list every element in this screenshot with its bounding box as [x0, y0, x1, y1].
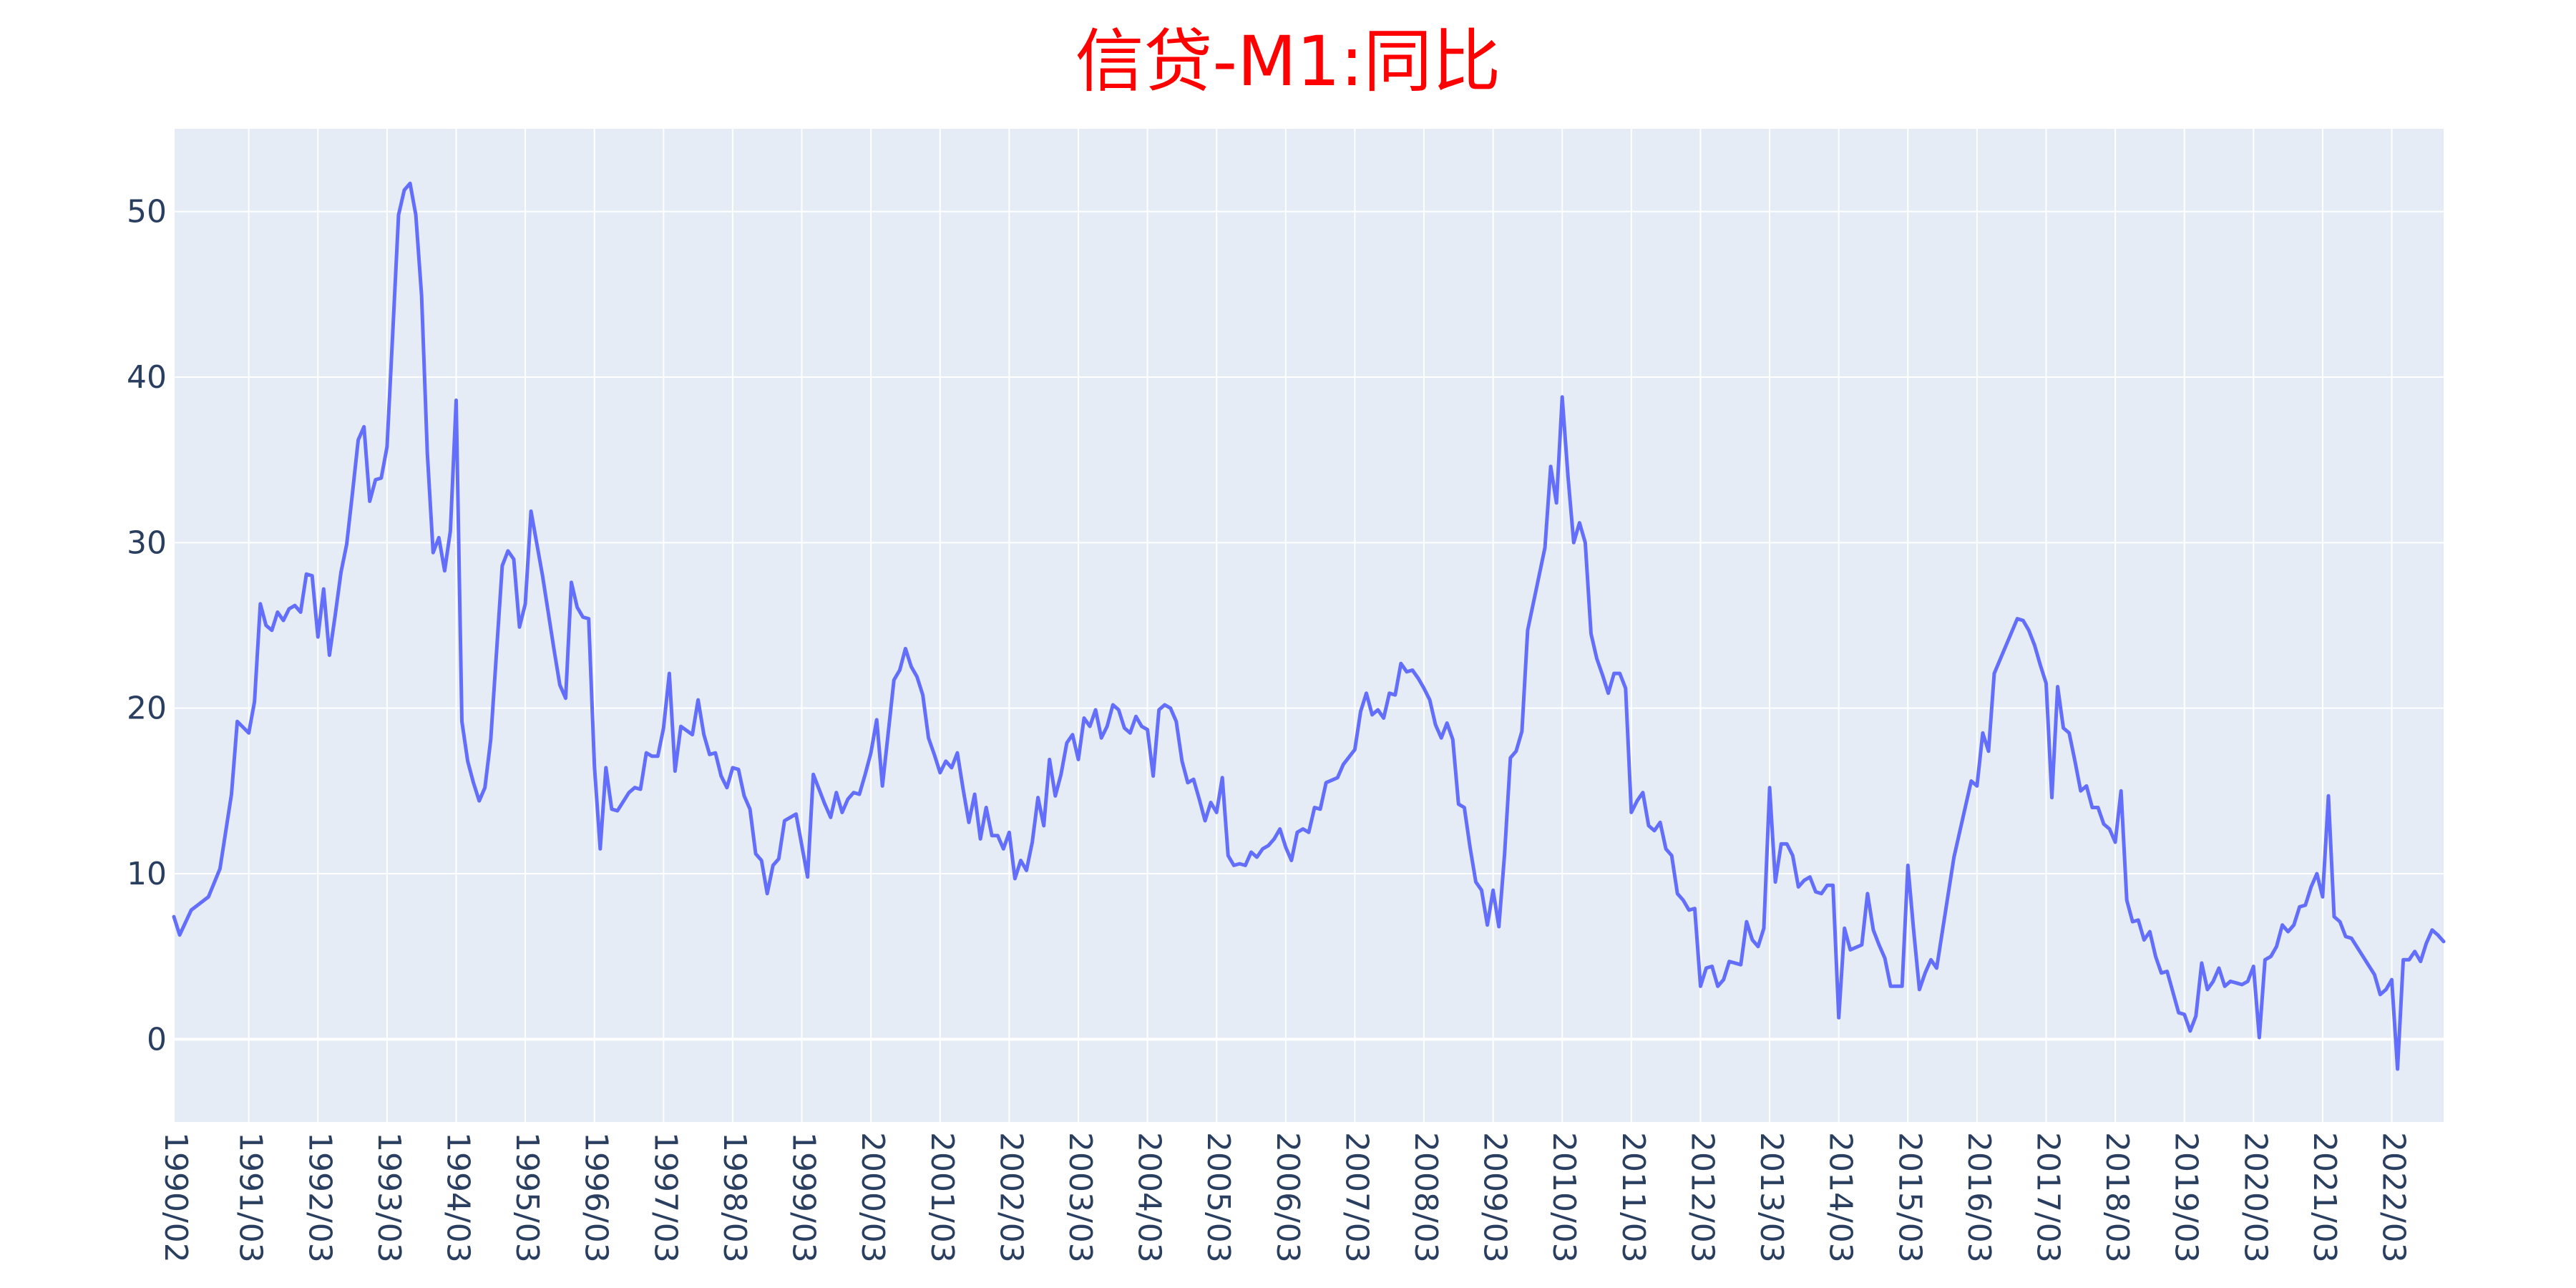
x-tick-label: 2008/03: [1407, 1132, 1444, 1263]
x-tick-label: 2005/03: [1200, 1132, 1236, 1263]
x-tick-label: 1994/03: [439, 1132, 476, 1263]
plot-area: [174, 129, 2444, 1122]
x-tick-label: 1995/03: [509, 1132, 545, 1263]
x-tick-label: 1997/03: [647, 1132, 683, 1263]
x-tick-label: 1996/03: [578, 1132, 615, 1263]
x-tick-label: 2003/03: [1062, 1132, 1098, 1263]
x-tick-label: 1999/03: [786, 1132, 822, 1263]
y-tick-label: 50: [127, 194, 167, 230]
x-tick-label: 2000/03: [854, 1132, 891, 1263]
x-tick-label: 2010/03: [1546, 1132, 1582, 1263]
x-tick-label: 2016/03: [1961, 1132, 1997, 1263]
grid: [173, 129, 2444, 1122]
x-tick-label: 2013/03: [1753, 1132, 1790, 1263]
x-tick-label: 1998/03: [716, 1132, 753, 1263]
x-tick-label: 2021/03: [2306, 1132, 2343, 1263]
x-tick-label: 2014/03: [1823, 1132, 1859, 1263]
chart-title: 信贷-M1:同比: [1075, 21, 1501, 102]
x-tick-label: 1991/03: [233, 1132, 269, 1263]
x-tick-label: 2007/03: [1338, 1132, 1375, 1263]
x-tick-label: 1992/03: [301, 1132, 338, 1263]
x-tick-label: 2006/03: [1269, 1132, 1306, 1263]
x-tick-label: 2017/03: [2029, 1132, 2066, 1263]
y-tick-label: 40: [127, 359, 167, 396]
x-tick-label: 2009/03: [1477, 1132, 1513, 1263]
x-tick-label: 2012/03: [1684, 1132, 1720, 1263]
y-tick-label: 10: [127, 856, 167, 892]
x-tick-label: 2011/03: [1615, 1132, 1652, 1263]
x-tick-label: 2020/03: [2237, 1132, 2273, 1263]
y-tick-label: 30: [127, 525, 167, 561]
x-tick-label: 2015/03: [1891, 1132, 1928, 1263]
x-tick-label: 2019/03: [2168, 1132, 2205, 1263]
x-tick-label: 2002/03: [992, 1132, 1029, 1263]
x-tick-label: 2018/03: [2099, 1132, 2135, 1263]
series-layer: [172, 181, 2446, 1071]
x-tick-label: 2022/03: [2376, 1132, 2412, 1263]
x-tick-label: 2001/03: [924, 1132, 960, 1263]
y-tick-label: 20: [127, 691, 167, 727]
x-tick-label: 1990/02: [157, 1132, 194, 1263]
y-tick-label: 0: [147, 1021, 167, 1058]
x-axis: 1990/02 1991/03 1992/03 1993/03 1994/03 1995/…: [157, 1132, 2412, 1263]
x-tick-label: 1993/03: [371, 1132, 407, 1263]
x-tick-label: 2004/03: [1131, 1132, 1168, 1263]
y-axis: 0 10 20 30 40 50: [127, 194, 167, 1058]
series-line: [172, 181, 2446, 1071]
